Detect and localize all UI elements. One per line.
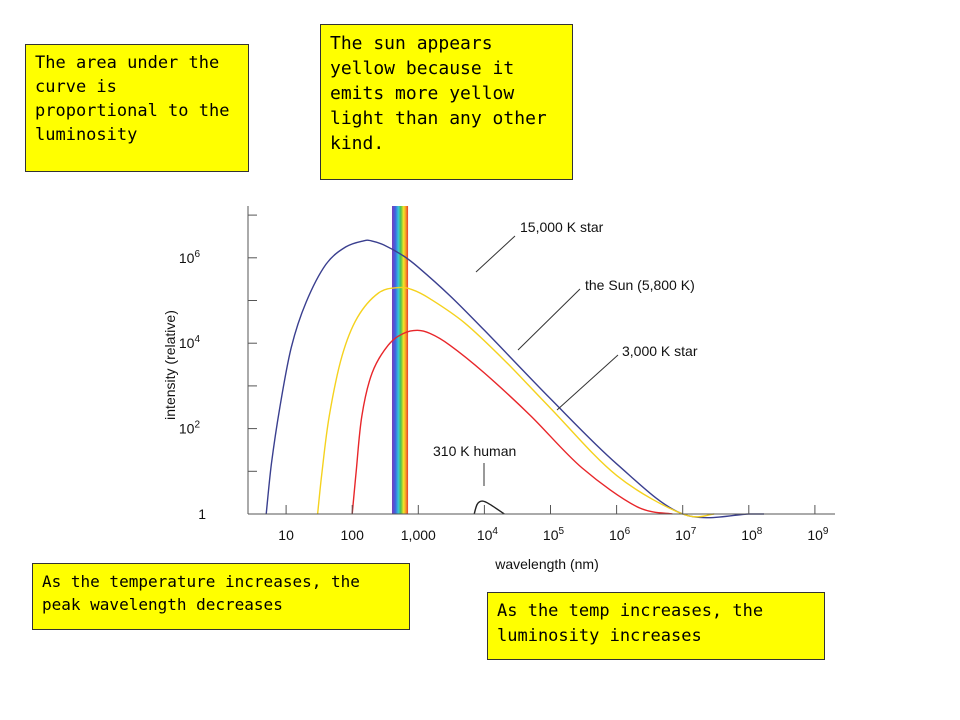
x-tick-label: 100 (341, 527, 365, 543)
x-tick-label: 106 (609, 526, 631, 543)
series-leader-line (475, 235, 516, 273)
y-tick-label: 106 (179, 249, 201, 266)
y-tick-label: 104 (179, 334, 201, 351)
series-label: 310 K human (433, 443, 516, 459)
note-sun-yellow: The sun appears yellow because it emits … (320, 24, 573, 180)
note-area-under-curve: The area under the curve is proportional… (25, 44, 249, 172)
note-peak-wavelength: As the temperature increases, the peak w… (32, 563, 410, 630)
series-line-2 (351, 329, 673, 515)
x-tick-label: 1,000 (401, 527, 436, 543)
series-leader-line (556, 354, 619, 411)
x-tick-label: 10 (278, 527, 294, 543)
x-tick-label: 107 (675, 526, 697, 543)
visible-spectrum-band (391, 206, 409, 514)
x-tick-label: 105 (543, 526, 565, 543)
y-axis-label: intensity (relative) (162, 310, 178, 420)
y-tick-label: 102 (179, 420, 201, 437)
series-label: 3,000 K star (622, 343, 698, 359)
x-axis-label: wavelength (nm) (494, 556, 599, 572)
series-line-0 (265, 239, 764, 519)
x-tick-label: 108 (741, 526, 763, 543)
series-line-1 (316, 286, 715, 518)
series-label: the Sun (5,800 K) (585, 277, 695, 293)
series-label: 15,000 K star (520, 219, 604, 235)
x-tick-label: 104 (477, 526, 499, 543)
series-leader-line (517, 288, 581, 351)
series-line-3 (473, 500, 505, 515)
note-luminosity-increase: As the temp increases, the luminosity in… (487, 592, 825, 660)
x-tick-label: 109 (807, 526, 829, 543)
y-tick-label: 1 (198, 506, 206, 522)
